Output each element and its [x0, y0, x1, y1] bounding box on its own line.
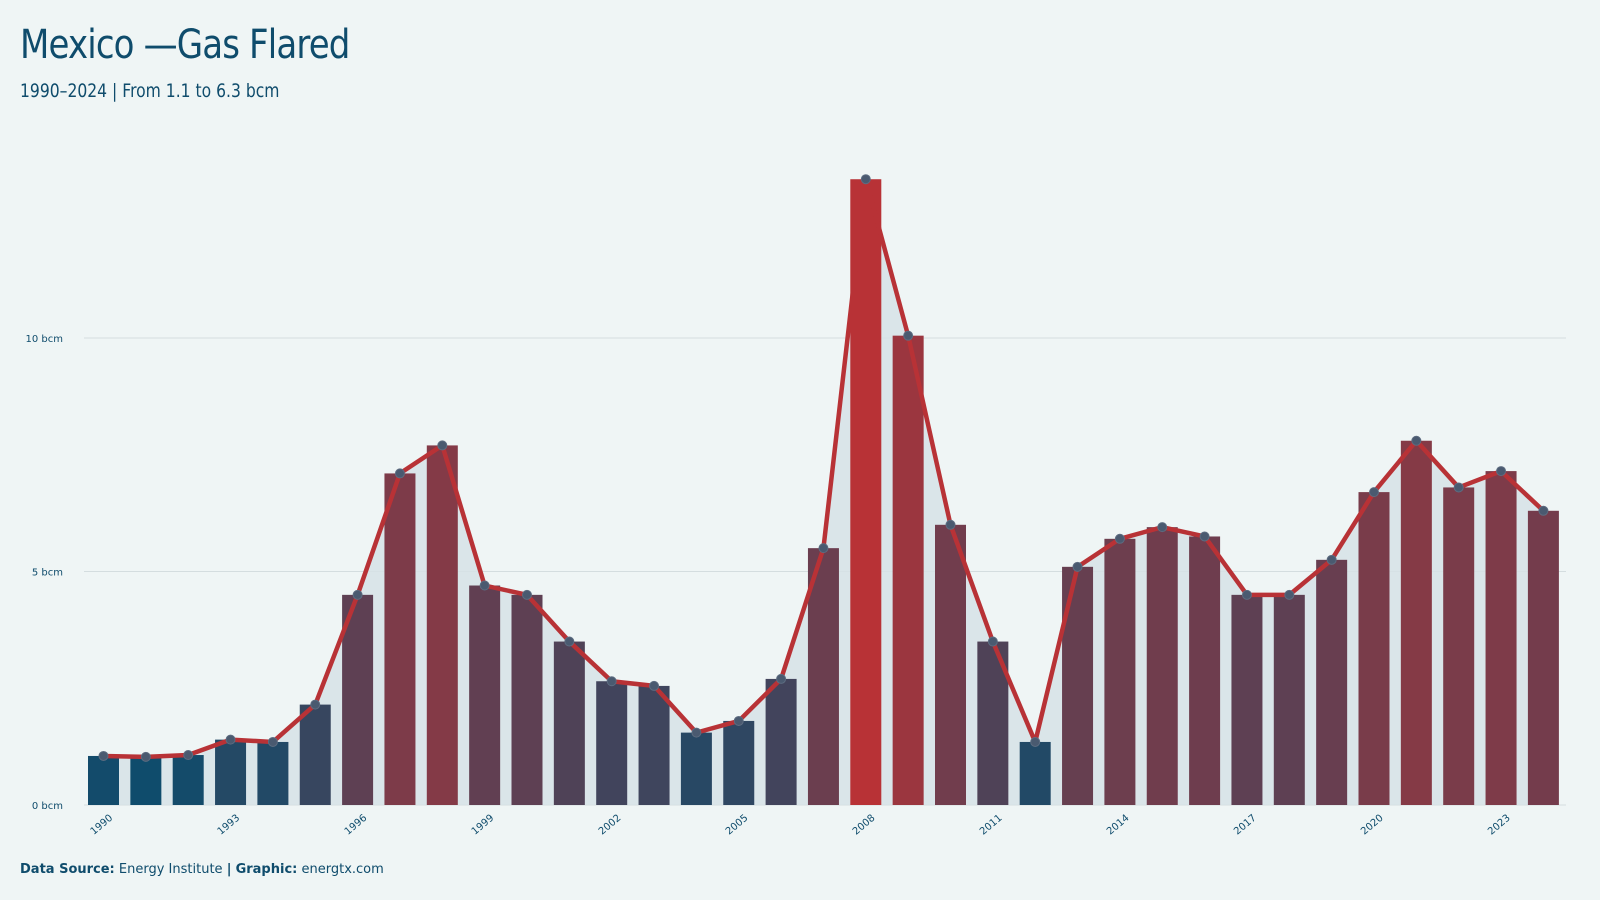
bar-1994 — [257, 741, 289, 805]
bar-2024 — [1527, 510, 1559, 805]
chart-subtitle: 1990–2024 | From 1.1 to 6.3 bcm — [20, 80, 280, 102]
point-2022 — [1453, 482, 1464, 493]
point-2016 — [1199, 531, 1210, 542]
point-2006 — [776, 673, 787, 684]
point-2017 — [1241, 589, 1252, 600]
point-1997 — [394, 468, 405, 479]
point-2004 — [691, 727, 702, 738]
bar-1996 — [342, 594, 374, 805]
bar-2021 — [1400, 440, 1432, 805]
point-2008 — [860, 174, 871, 185]
bar-2009 — [892, 335, 924, 805]
bar-2022 — [1443, 487, 1475, 805]
point-1996 — [352, 589, 363, 600]
point-1990 — [98, 750, 109, 761]
bar-2007 — [807, 548, 839, 805]
bar-2023 — [1485, 471, 1517, 805]
bar-2018 — [1273, 594, 1305, 805]
bar-2004 — [680, 732, 712, 805]
x-tick-label: 2005 — [724, 813, 751, 838]
x-tick-label: 1999 — [470, 813, 497, 838]
x-tick-label: 2002 — [597, 813, 624, 838]
chart-title: Mexico —Gas Flared — [20, 22, 350, 68]
point-1992 — [183, 750, 194, 761]
point-2020 — [1369, 487, 1379, 498]
point-2023 — [1496, 466, 1507, 477]
source-label: Data Source: — [20, 862, 115, 877]
bar-2006 — [765, 678, 797, 805]
point-2013 — [1072, 561, 1083, 572]
point-1993 — [225, 734, 236, 745]
point-2018 — [1284, 589, 1295, 600]
point-2002 — [606, 676, 617, 687]
point-2021 — [1411, 435, 1422, 446]
point-2012 — [1030, 736, 1041, 747]
bar-2017 — [1231, 594, 1263, 805]
y-tick-label: 0 bcm — [32, 801, 63, 812]
bar-2001 — [553, 641, 585, 805]
bar-2003 — [638, 685, 670, 805]
bar-1997 — [384, 473, 416, 805]
point-2000 — [522, 589, 532, 600]
graphic-value: energtx.com — [301, 862, 384, 877]
bar-1998 — [426, 445, 458, 805]
point-2009 — [903, 330, 914, 341]
bar-1992 — [172, 755, 204, 805]
x-tick-label: 2008 — [851, 813, 878, 838]
point-1998 — [437, 440, 448, 451]
footer-separator: | — [226, 862, 232, 877]
point-1999 — [479, 580, 490, 591]
point-2024 — [1538, 505, 1549, 516]
bar-2019 — [1316, 559, 1348, 805]
point-1995 — [310, 699, 321, 710]
chart-footer: Data Source: Energy Institute | Graphic:… — [20, 862, 384, 877]
x-tick-label: 2014 — [1105, 813, 1132, 838]
x-tick-label: 2023 — [1486, 813, 1513, 838]
point-2005 — [733, 715, 744, 726]
bar-2015 — [1146, 527, 1178, 805]
graphic-label: Graphic: — [235, 862, 298, 877]
bar-1999 — [469, 585, 501, 805]
x-tick-label: 2011 — [978, 813, 1005, 838]
point-2011 — [987, 636, 998, 647]
point-2015 — [1157, 522, 1168, 533]
bar-2014 — [1104, 538, 1136, 805]
bar-1991 — [130, 756, 162, 805]
point-2010 — [945, 519, 956, 530]
point-2019 — [1326, 554, 1337, 565]
point-1994 — [267, 736, 278, 747]
bar-2012 — [1019, 741, 1051, 805]
x-tick-label: 1996 — [343, 813, 370, 838]
x-tick-label: 1993 — [216, 813, 243, 838]
x-tick-label: 1990 — [89, 813, 116, 838]
point-1991 — [140, 751, 151, 762]
bar-2005 — [723, 720, 755, 805]
bar-2002 — [596, 681, 628, 805]
bar-2010 — [935, 524, 966, 805]
point-2014 — [1114, 533, 1125, 544]
x-tick-label: 2020 — [1359, 813, 1386, 838]
bar-1995 — [299, 704, 331, 805]
point-2001 — [564, 636, 575, 647]
y-tick-label: 10 bcm — [26, 334, 64, 345]
point-2007 — [818, 543, 829, 554]
bar-1993 — [215, 739, 247, 805]
bar-2016 — [1189, 536, 1221, 805]
bar-2000 — [511, 594, 543, 805]
point-2003 — [649, 680, 660, 691]
source-value: Energy Institute — [118, 862, 223, 877]
bar-2020 — [1358, 492, 1390, 805]
x-tick-label: 2017 — [1232, 813, 1259, 838]
bar-1990 — [88, 755, 119, 805]
y-tick-label: 5 bcm — [32, 568, 63, 579]
area-fill — [103, 179, 1544, 806]
